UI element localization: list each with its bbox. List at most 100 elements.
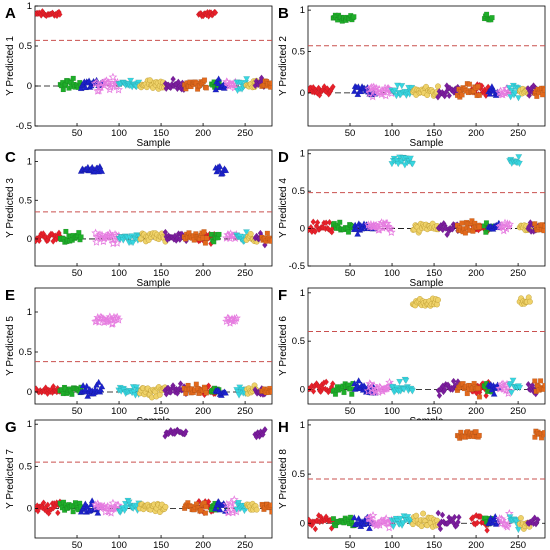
data-point [201,229,207,235]
data-point [542,383,545,389]
data-point [511,90,519,97]
data-point [162,503,169,510]
data-point [365,379,375,388]
data-point [92,237,101,246]
data-point [216,231,222,237]
data-point [63,228,69,235]
data-point [183,428,189,435]
panel-label: G [5,419,17,436]
data-point [105,228,115,238]
y-tick-label: 0 [27,504,32,515]
data-point [222,77,231,86]
data-point [435,83,441,90]
data-point [232,507,241,516]
data-point [365,88,375,98]
data-point [310,387,317,395]
data-point [413,512,420,519]
data-point [203,390,209,396]
data-point [202,510,209,516]
data-point [345,229,352,235]
x-axis-label: Sample [410,138,444,149]
data-point [532,378,538,384]
y-tick-label: 1 [27,157,32,168]
x-axis-label: Sample [137,278,171,289]
panel-label: C [5,149,16,166]
data-point [396,379,404,386]
data-point [326,218,333,226]
data-point [312,228,318,236]
x-tick-label: 100 [384,406,400,417]
plot-frame [307,5,546,127]
data-point [349,391,355,397]
y-tick-label: 0.5 [292,336,305,347]
data-point [264,230,270,236]
data-point [538,378,544,384]
data-point [455,518,461,526]
data-point [368,92,378,101]
y-axis-label: Y Predicted 6 [278,316,289,376]
data-point [483,392,489,400]
data-point [40,499,47,507]
y-tick-label: 0 [300,518,305,529]
x-tick-label: 150 [426,406,442,417]
data-point [446,92,452,100]
data-point [262,241,268,249]
data-point [112,238,122,247]
data-point [78,234,84,240]
y-tick-label: 1 [300,5,305,16]
x-tick-label: 250 [510,406,526,417]
data-point [439,511,446,519]
points-layer [308,154,545,239]
data-point [474,519,481,527]
data-point [517,515,524,521]
data-point [45,509,52,517]
data-point [442,386,448,394]
data-point [535,516,541,524]
data-point [247,230,254,237]
data-point [476,394,482,400]
data-point [329,380,336,388]
y-tick-label: 0.5 [19,41,32,52]
data-point [222,389,229,396]
x-tick-label: 100 [384,540,400,550]
data-point [504,386,514,395]
panel-label: E [5,287,15,304]
panel-label: B [278,5,289,22]
data-point [215,166,223,173]
data-point [355,377,363,384]
data-point [409,161,417,168]
data-point [110,502,120,512]
data-point [193,381,199,387]
x-tick-label: 250 [510,540,526,550]
x-tick-label: 250 [237,268,253,279]
x-tick-label: 150 [153,406,169,417]
data-point [202,240,208,246]
data-point [57,10,63,18]
y-tick-label: 1 [27,1,32,12]
data-point [82,385,89,393]
data-point [501,521,511,530]
data-point [127,77,135,85]
data-point [350,87,358,94]
plot-frame [34,287,273,405]
data-point [114,315,123,324]
points-layer [35,7,272,95]
data-point [475,385,481,391]
data-point [114,85,123,94]
x-tick-label: 200 [195,128,211,139]
data-point [229,495,239,504]
x-tick-label: 200 [195,406,211,417]
x-tick-label: 150 [153,540,169,550]
x-tick-label: 150 [426,268,442,279]
data-point [507,94,515,101]
data-point [374,225,384,234]
y-axis-label: Y Predicted 4 [278,178,289,238]
data-point [205,382,212,390]
data-point [398,83,406,90]
data-point [196,497,202,505]
data-point [216,162,224,169]
x-tick-label: 50 [345,540,356,550]
